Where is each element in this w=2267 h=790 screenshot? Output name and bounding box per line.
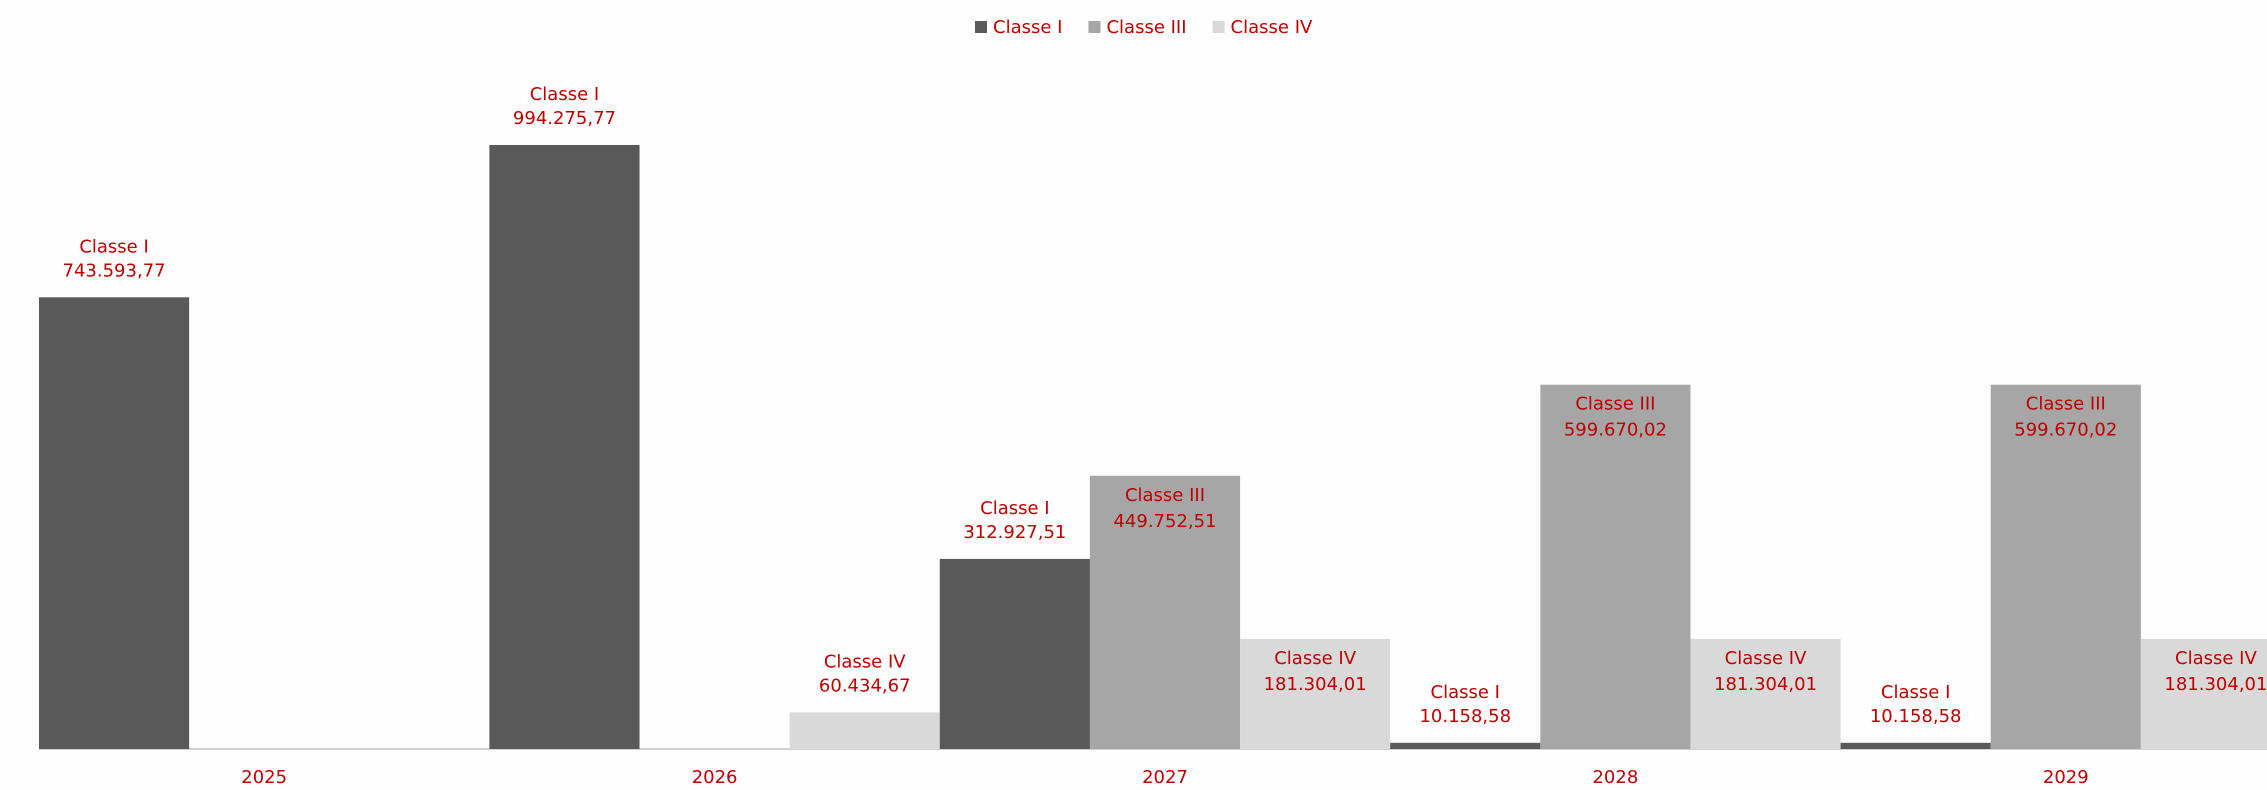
data-label-series: Classe IV bbox=[1725, 648, 1807, 669]
legend-swatch bbox=[1212, 21, 1225, 33]
x-tick-label: 2029 bbox=[2043, 767, 2089, 788]
data-label: 60.434,67 bbox=[819, 675, 911, 696]
x-tick-label: 2025 bbox=[241, 767, 287, 788]
legend-swatch bbox=[975, 21, 987, 33]
legend-swatch bbox=[1088, 21, 1101, 33]
data-label-series: Classe III bbox=[2026, 394, 2106, 415]
x-tick-label: 2027 bbox=[1142, 767, 1188, 788]
legend-label: Classe III bbox=[1106, 17, 1186, 38]
legend-label: Classe IV bbox=[1231, 17, 1313, 38]
data-label: 312.927,51 bbox=[963, 522, 1066, 543]
bar bbox=[1840, 742, 1991, 749]
bar bbox=[1240, 638, 1391, 749]
data-label: 599.670,02 bbox=[1564, 420, 1667, 441]
data-label: 181.304,01 bbox=[1264, 674, 1367, 695]
bar bbox=[1690, 638, 1841, 749]
data-label: 181.304,01 bbox=[1714, 674, 1817, 695]
data-label-series: Classe IV bbox=[824, 651, 906, 672]
x-tick-label: 2028 bbox=[1592, 767, 1638, 788]
data-label-series: Classe I bbox=[530, 84, 599, 105]
data-label-series: Classe IV bbox=[1274, 648, 1356, 669]
bar bbox=[489, 145, 640, 749]
data-label: 181.304,01 bbox=[2164, 674, 2267, 695]
bar bbox=[789, 712, 940, 749]
data-label: 10.158,58 bbox=[1419, 706, 1511, 727]
data-label: 10.158,58 bbox=[1870, 706, 1962, 727]
bar bbox=[39, 297, 190, 749]
bar bbox=[1990, 384, 2141, 749]
data-label-series: Classe I bbox=[79, 236, 148, 257]
data-label: 743.593,77 bbox=[63, 260, 166, 281]
x-tick-label: 2026 bbox=[692, 767, 738, 788]
bar bbox=[1390, 742, 1541, 749]
data-label-series: Classe III bbox=[1125, 485, 1205, 506]
data-label: 449.752,51 bbox=[1113, 511, 1216, 532]
bar bbox=[939, 558, 1090, 749]
data-label-series: Classe III bbox=[1575, 394, 1655, 415]
data-label-series: Classe I bbox=[1881, 682, 1950, 703]
bar bbox=[2140, 638, 2267, 749]
data-label-series: Classe I bbox=[1431, 682, 1500, 703]
bar bbox=[1540, 384, 1691, 749]
data-label-series: Classe IV bbox=[2175, 648, 2257, 669]
bar bbox=[1089, 475, 1241, 749]
data-label: 994.275,77 bbox=[513, 108, 616, 129]
legend-label: Classe I bbox=[993, 17, 1062, 38]
data-label-series: Classe I bbox=[980, 498, 1049, 519]
data-label: 599.670,02 bbox=[2014, 420, 2117, 441]
